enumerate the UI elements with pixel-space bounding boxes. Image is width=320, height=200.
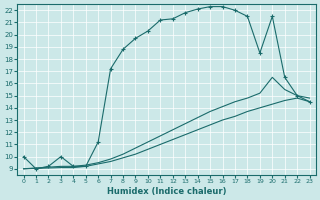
X-axis label: Humidex (Indice chaleur): Humidex (Indice chaleur) bbox=[107, 187, 226, 196]
